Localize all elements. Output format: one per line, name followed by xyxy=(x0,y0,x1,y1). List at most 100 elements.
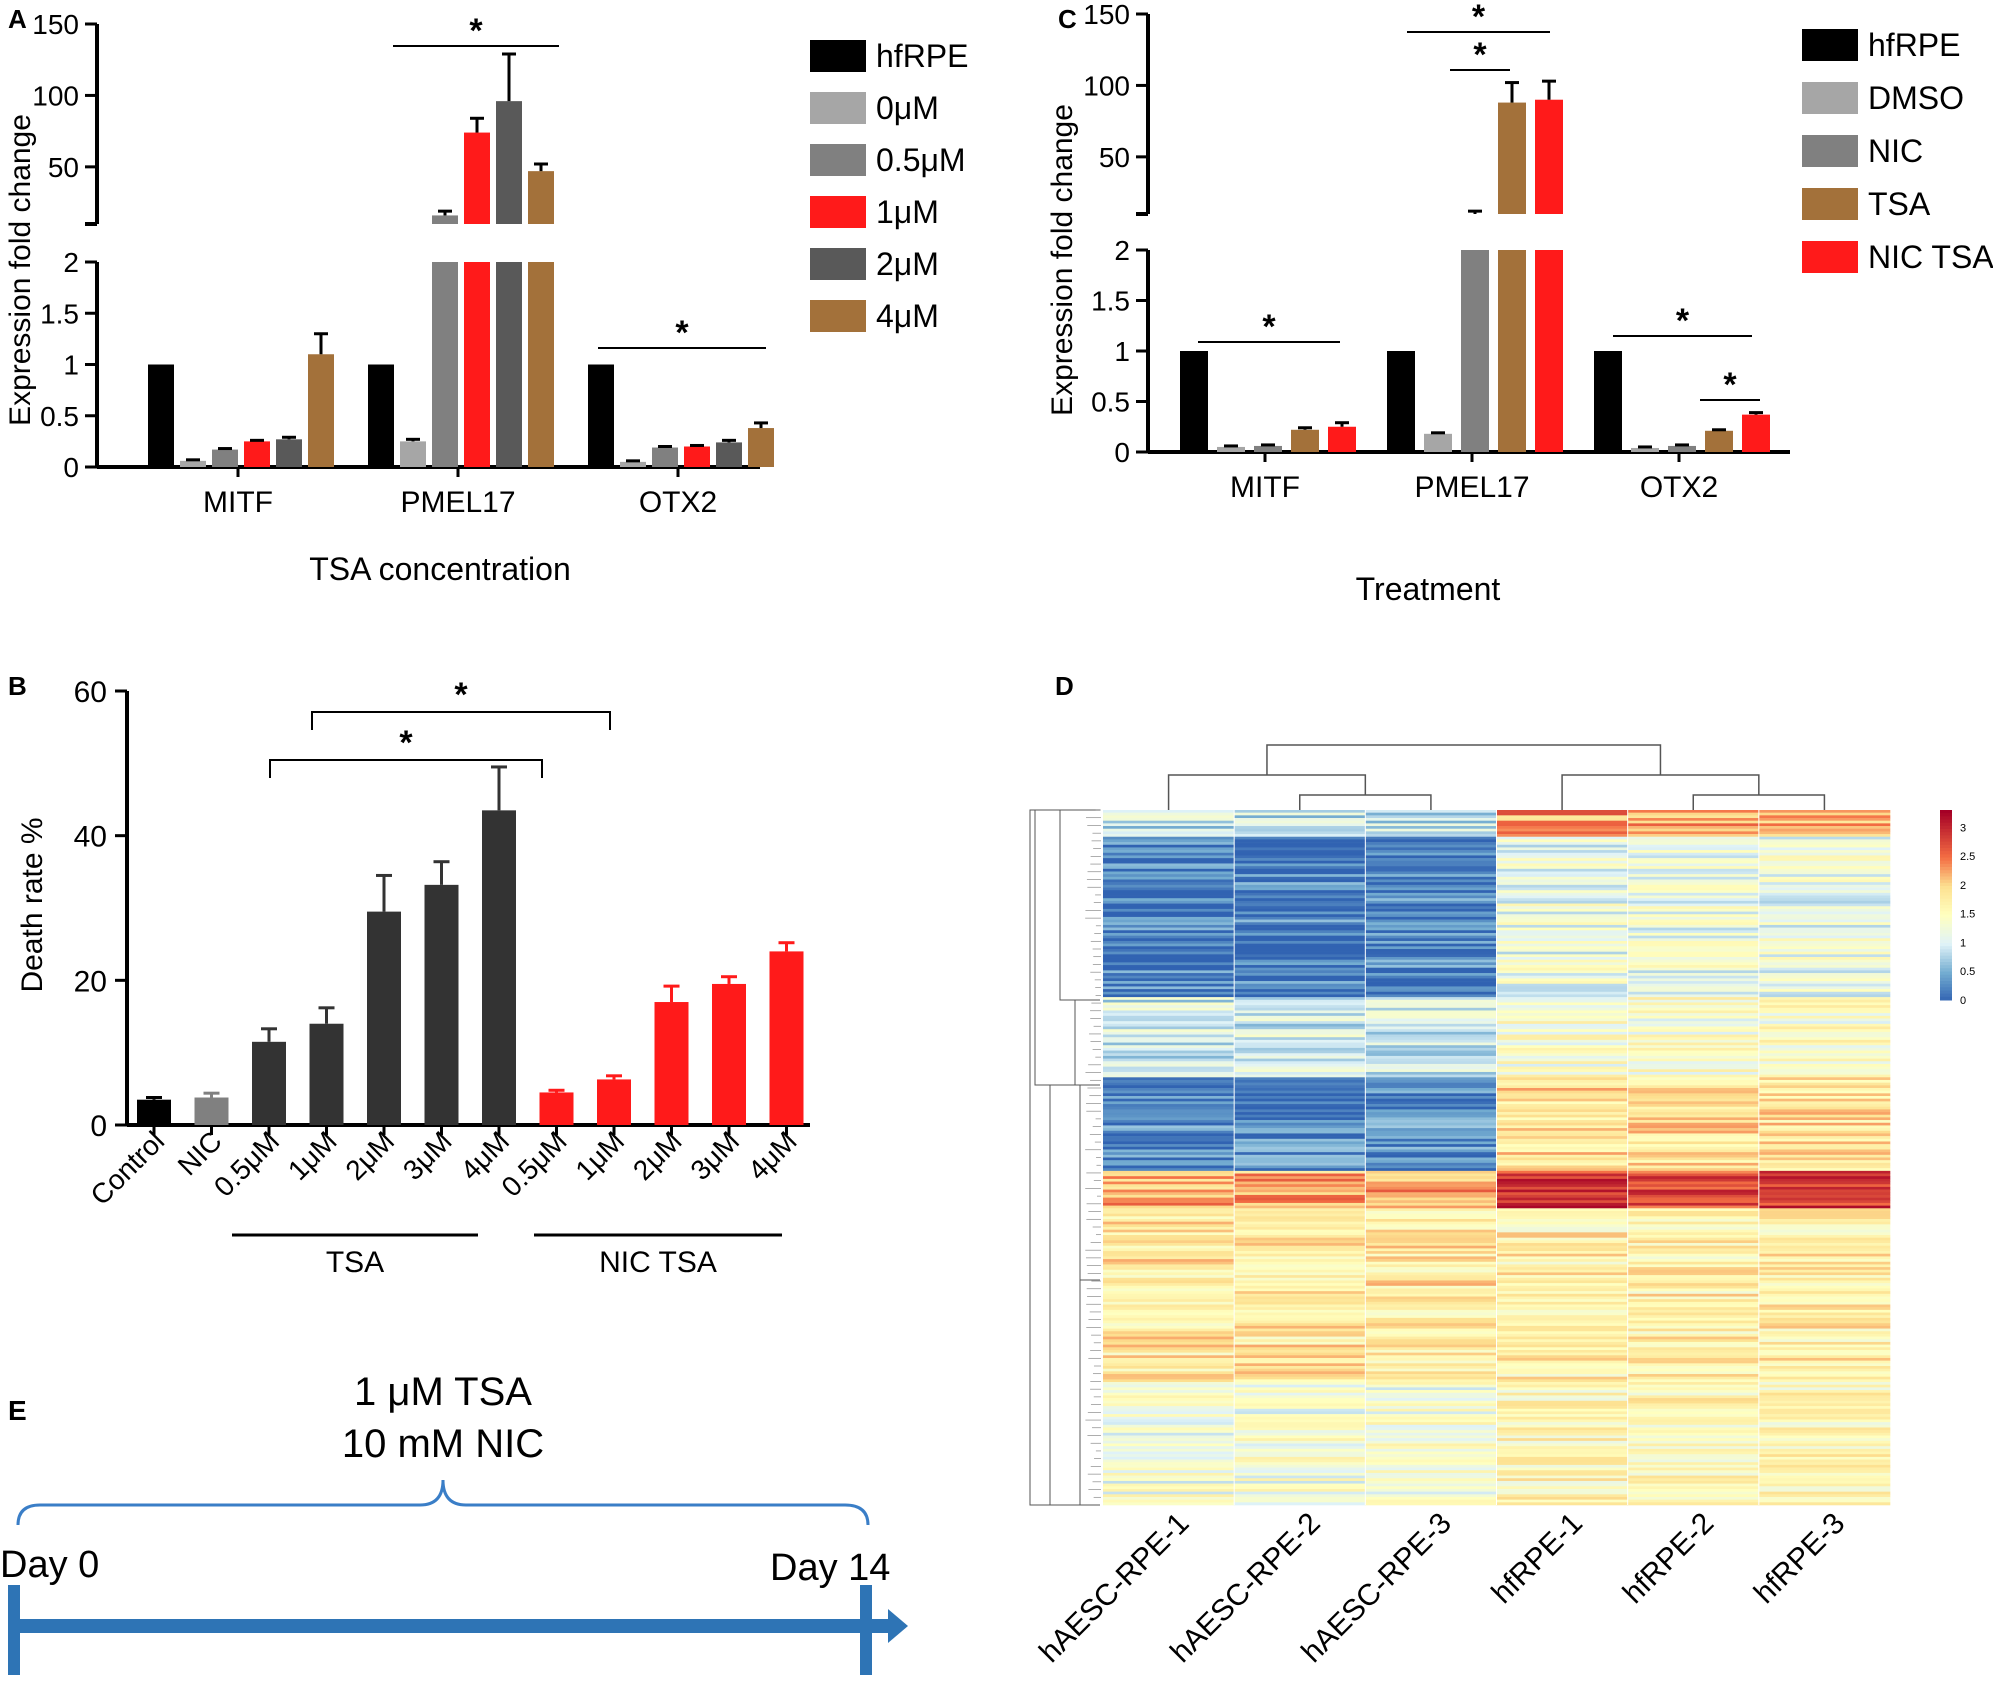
heatmap-cell xyxy=(1758,1162,1891,1166)
y-tick-label: 50 xyxy=(1099,142,1130,173)
heatmap-cell xyxy=(1365,1398,1497,1402)
heatmap-cell xyxy=(1365,882,1497,886)
heatmap-cell xyxy=(1758,1213,1891,1217)
x-category-label: MITF xyxy=(1230,471,1300,504)
heatmap-cell xyxy=(1627,1488,1760,1492)
heatmap-cell xyxy=(1758,951,1891,955)
heatmap-cell xyxy=(1234,1090,1366,1094)
heatmap-cell xyxy=(1103,1077,1235,1081)
heatmap-cell xyxy=(1758,991,1891,995)
x-category-label: OTX2 xyxy=(639,486,717,519)
bar-upper xyxy=(1535,99,1563,214)
heatmap-cell xyxy=(1496,954,1628,958)
bar xyxy=(276,439,302,467)
heatmap-cell xyxy=(1496,1472,1628,1476)
colorbar-segment xyxy=(1940,996,1952,1001)
heatmap-cell xyxy=(1758,1096,1891,1099)
heatmap-cell xyxy=(1627,986,1760,990)
heatmap-cell xyxy=(1758,1168,1891,1172)
heatmap-cell xyxy=(1234,1355,1366,1359)
heatmap-cell xyxy=(1496,1245,1628,1249)
heatmap-cell xyxy=(1627,1061,1760,1065)
heatmap-cell xyxy=(1365,1309,1497,1313)
panel-label-b: B xyxy=(8,671,27,701)
heatmap-cell xyxy=(1234,879,1366,883)
heatmap-cell xyxy=(1103,1355,1235,1359)
heatmap-cell xyxy=(1234,1221,1366,1225)
heatmap-cell xyxy=(1234,1360,1366,1364)
heatmap-cell xyxy=(1627,1098,1760,1102)
heatmap-cell xyxy=(1627,1112,1760,1116)
panel-c-bars: ***** xyxy=(1180,0,1770,452)
heatmap-cell xyxy=(1365,852,1497,856)
heatmap-cell xyxy=(1496,1283,1628,1287)
heatmap-cell xyxy=(1496,1376,1628,1380)
heatmap-cell xyxy=(1496,1160,1628,1164)
heatmap-cell xyxy=(1234,1243,1366,1247)
heatmap-cell xyxy=(1496,810,1628,813)
heatmap-cell xyxy=(1234,924,1366,928)
heatmap-cell xyxy=(1234,973,1366,977)
heatmap-cell xyxy=(1234,1205,1366,1209)
heatmap-cell xyxy=(1496,1309,1628,1313)
heatmap-cell xyxy=(1496,1149,1628,1153)
heatmap-cell xyxy=(1627,1269,1760,1273)
heatmap-cell xyxy=(1365,1015,1497,1019)
heatmap-cell xyxy=(1496,1063,1628,1067)
heatmap-cell xyxy=(1234,863,1366,867)
heatmap-cell xyxy=(1234,930,1366,934)
heatmap-cell xyxy=(1496,1224,1628,1228)
heatmap-cell xyxy=(1758,914,1891,918)
heatmap-cell xyxy=(1496,1387,1628,1391)
treatment-line-1: 1 μM TSA xyxy=(354,1370,532,1414)
heatmap-cell xyxy=(1103,1323,1235,1327)
heatmap-cell xyxy=(1758,1288,1891,1292)
heatmap-cell xyxy=(1496,1133,1628,1137)
panel-label-d: D xyxy=(1055,671,1074,701)
heatmap-cell xyxy=(1365,887,1497,891)
heatmap-cell xyxy=(1758,1117,1891,1121)
heatmap-cell xyxy=(1758,1202,1891,1206)
heatmap-cell xyxy=(1365,1227,1497,1230)
heatmap-cell xyxy=(1365,1045,1497,1049)
heatmap-cell xyxy=(1234,900,1366,904)
heatmap-cell xyxy=(1103,1029,1235,1033)
heatmap-cell xyxy=(1234,842,1366,846)
heatmap-cell xyxy=(1365,1245,1497,1249)
heatmap-cell xyxy=(1627,927,1760,931)
heatmap-cell xyxy=(1103,1309,1235,1313)
heatmap-cell xyxy=(1627,922,1760,926)
heatmap-cell xyxy=(1496,863,1628,867)
heatmap-cell xyxy=(1496,1034,1628,1038)
y-tick-label: 50 xyxy=(48,152,79,183)
heatmap-cell xyxy=(1496,1486,1628,1490)
row-dendrogram xyxy=(1074,999,1100,1086)
heatmap-cell xyxy=(1103,1256,1235,1260)
heatmap-cell xyxy=(1103,1138,1235,1142)
heatmap-cell xyxy=(1365,919,1497,923)
heatmap-cell xyxy=(1627,1154,1760,1158)
heatmap-cell xyxy=(1234,1277,1366,1281)
colorbar-segment xyxy=(1940,971,1952,976)
heatmap-cell xyxy=(1758,1339,1891,1343)
heatmap-cell xyxy=(1496,1430,1628,1434)
heatmap-cell xyxy=(1758,1259,1891,1263)
heatmap-cell xyxy=(1758,871,1891,875)
heatmap-cell xyxy=(1103,1098,1235,1102)
heatmap-cell xyxy=(1627,1133,1760,1137)
heatmap-cell xyxy=(1234,1055,1366,1059)
heatmap-cell xyxy=(1103,1034,1235,1038)
heatmap-cell xyxy=(1496,946,1628,950)
heatmap-cell xyxy=(1234,1106,1366,1110)
heatmap-cell xyxy=(1758,1218,1891,1222)
panel-label-a: A xyxy=(8,4,27,34)
heatmap-cell xyxy=(1365,1194,1497,1198)
colorbar-segment xyxy=(1940,977,1952,982)
heatmap-cell xyxy=(1234,1162,1366,1166)
heatmap-cell xyxy=(1496,981,1628,985)
heatmap-cell xyxy=(1234,1120,1366,1124)
heatmap-cell xyxy=(1627,1430,1760,1434)
heatmap-cell xyxy=(1234,975,1366,979)
heatmap-cell xyxy=(1103,1074,1235,1078)
heatmap-cell xyxy=(1103,932,1235,936)
